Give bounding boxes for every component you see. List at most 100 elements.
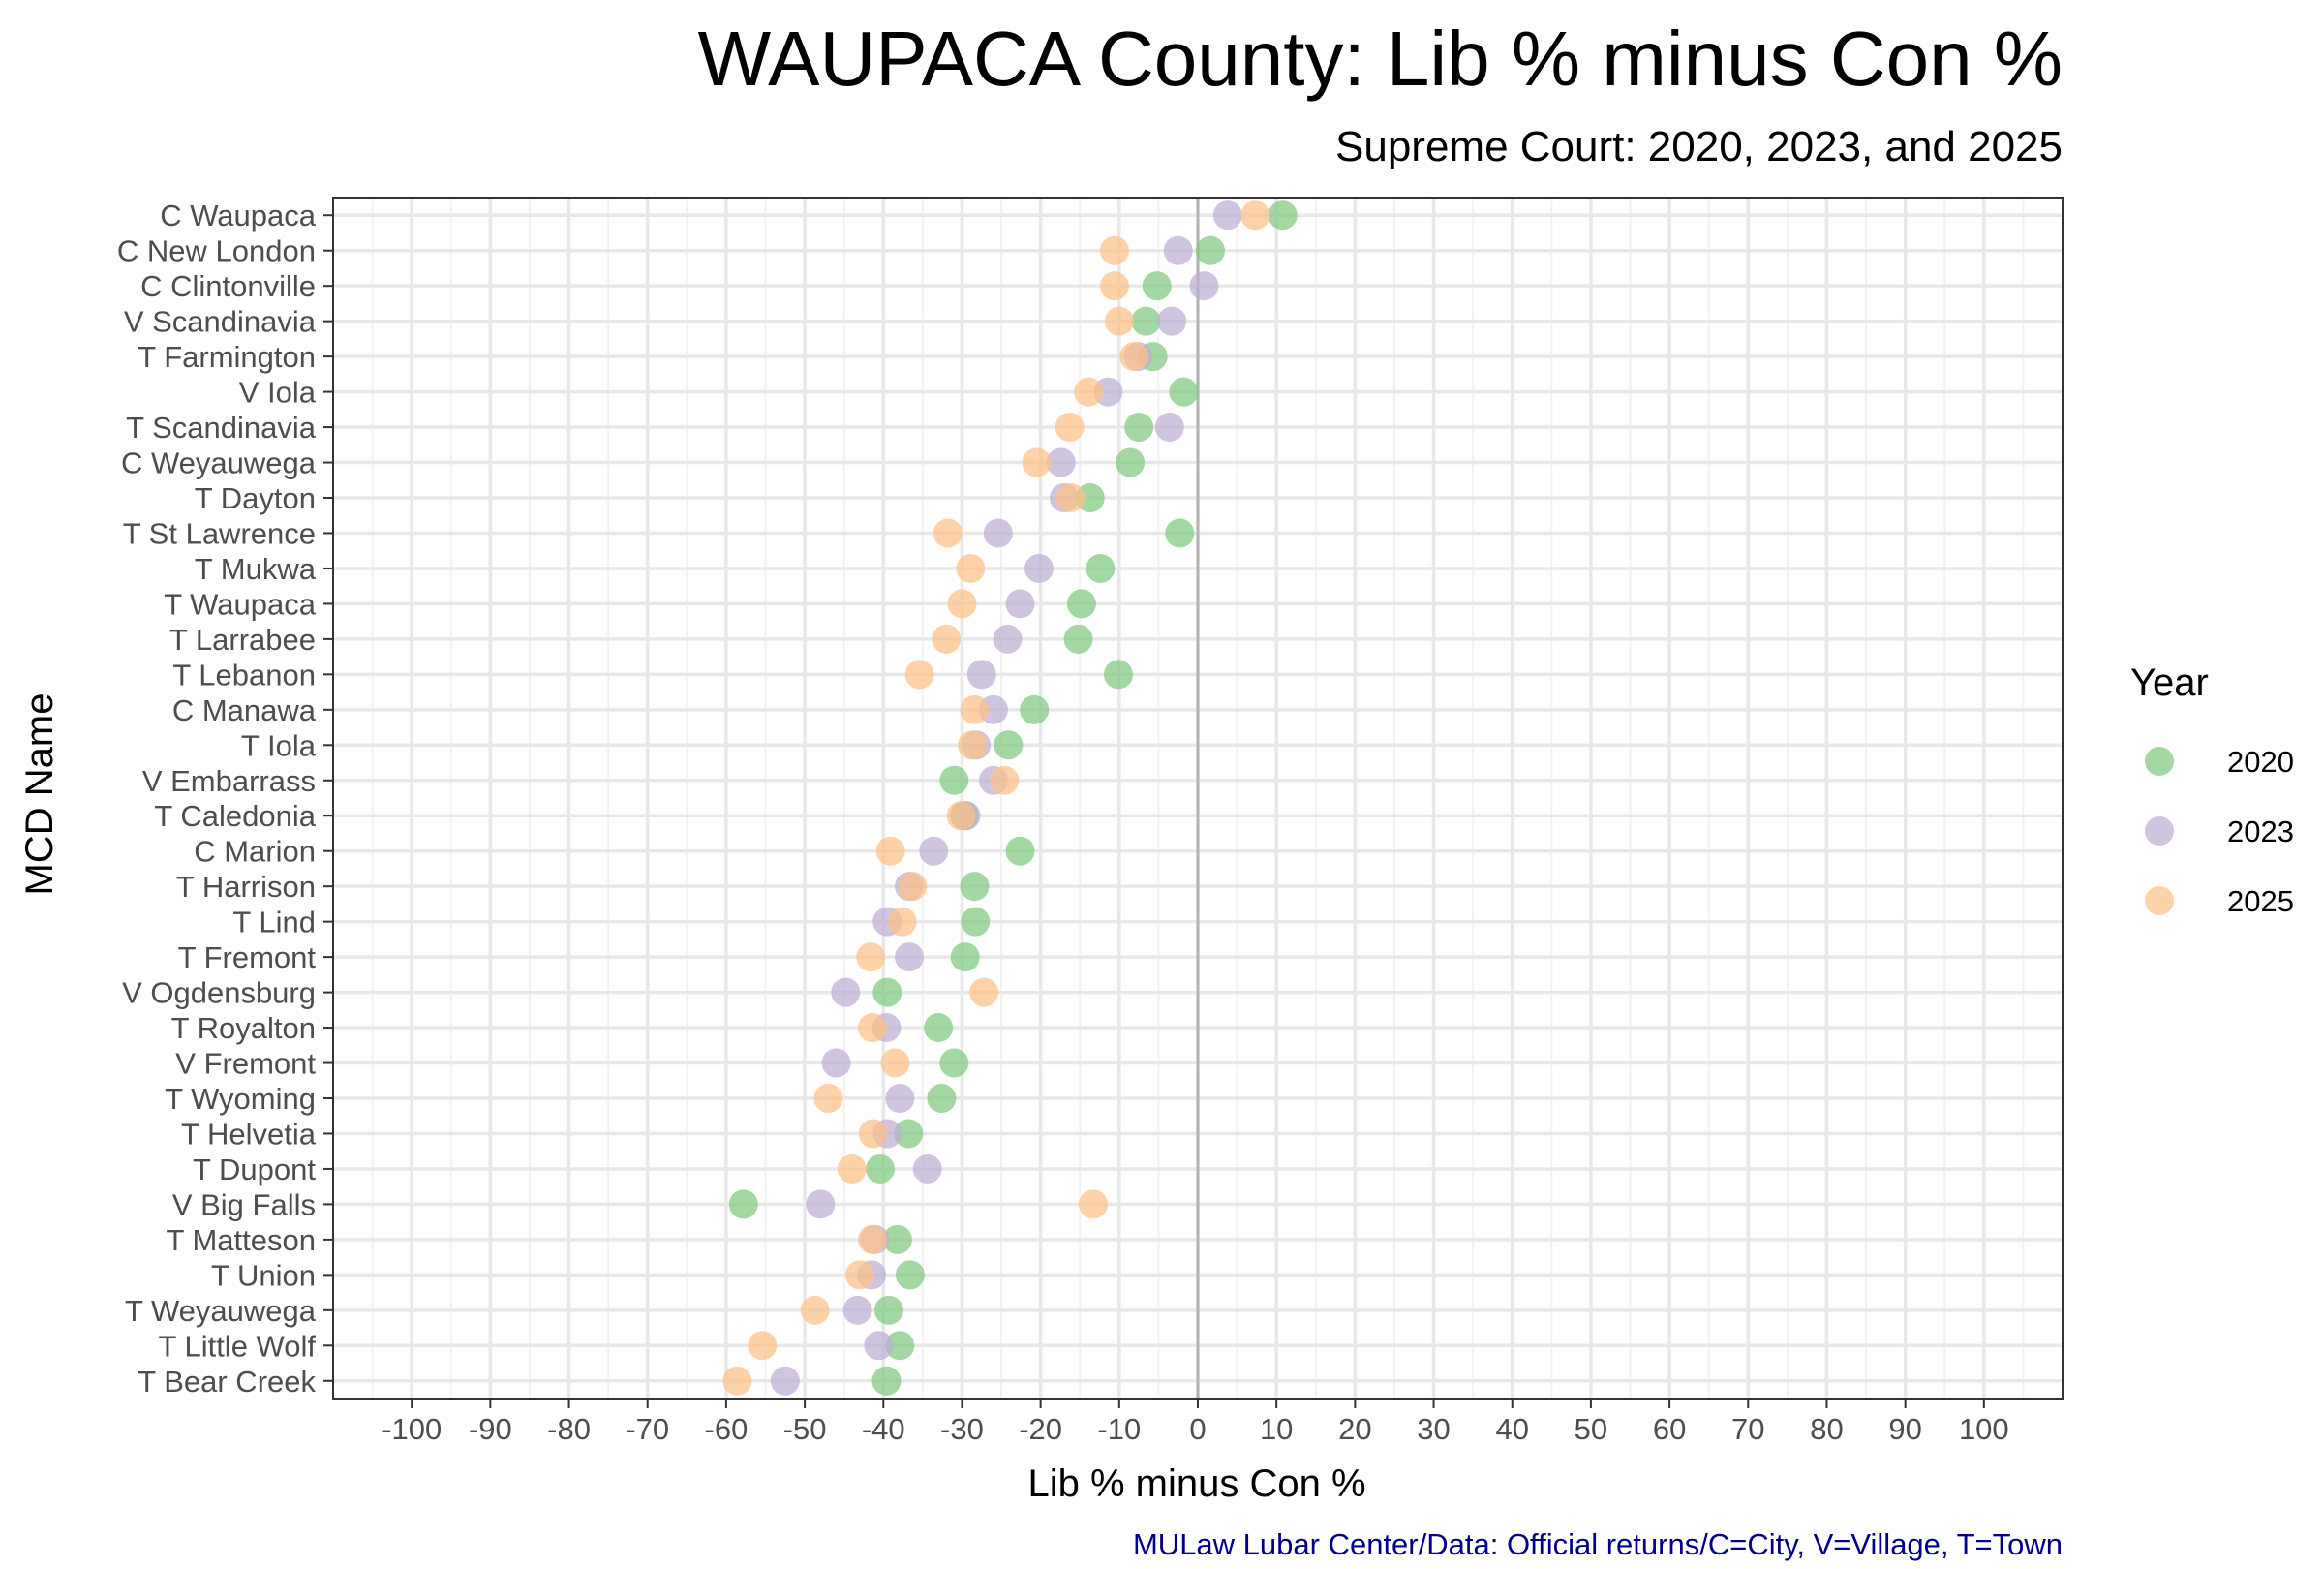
chart-caption: MULaw Lubar Center/Data: Official return…: [1133, 1527, 2063, 1561]
data-point-2025: [947, 589, 977, 619]
x-tick-label: 20: [1338, 1412, 1371, 1446]
data-point-2025: [857, 1224, 887, 1254]
data-point-2025: [990, 765, 1020, 795]
x-tick-label: 60: [1653, 1412, 1686, 1446]
data-point-2020: [939, 765, 969, 795]
data-point-2025: [932, 624, 962, 654]
x-tick-label: -100: [382, 1412, 442, 1446]
legend-label-2023: 2023: [2227, 815, 2294, 848]
y-tick-label: V Iola: [239, 376, 317, 410]
data-point-2023: [993, 624, 1023, 654]
chart-title: WAUPACA County: Lib % minus Con %: [698, 15, 2063, 102]
data-point-2023: [1189, 271, 1219, 301]
data-point-2020: [1005, 836, 1035, 866]
y-tick-label: C Weyauwega: [121, 446, 317, 480]
data-point-2025: [1104, 306, 1134, 336]
data-point-2020: [1195, 235, 1225, 265]
data-point-2023: [885, 1084, 915, 1113]
y-tick-label: T Iola: [241, 728, 317, 762]
x-tick-label: 90: [1888, 1412, 1921, 1446]
x-tick-label: -10: [1097, 1412, 1141, 1446]
x-tick-label: -30: [940, 1412, 984, 1446]
x-tick-label: -40: [862, 1412, 905, 1446]
data-point-2023: [770, 1366, 800, 1396]
data-point-2023: [919, 836, 949, 866]
data-point-2020: [1104, 660, 1134, 690]
x-tick-label: 0: [1189, 1412, 1206, 1446]
y-tick-label: T Lind: [232, 906, 316, 939]
data-point-2020: [895, 1260, 925, 1290]
legend-label-2020: 2020: [2227, 745, 2294, 779]
data-point-2023: [966, 660, 996, 690]
y-tick-label: T Weyauwega: [125, 1294, 317, 1328]
data-point-2020: [927, 1084, 957, 1113]
data-point-2023: [1163, 235, 1193, 265]
legend-key-2025: [2145, 886, 2174, 915]
y-tick-label: T Larrabee: [169, 623, 316, 657]
data-point-2025: [1079, 1189, 1109, 1219]
data-point-2020: [1116, 447, 1146, 477]
data-point-2025: [1099, 235, 1129, 265]
data-point-2023: [1046, 447, 1076, 477]
data-point-2020: [961, 907, 991, 937]
data-point-2025: [1099, 271, 1129, 301]
data-point-2020: [1131, 306, 1161, 336]
data-point-2025: [933, 518, 963, 548]
data-point-2025: [946, 801, 976, 831]
y-tick-label: T Harrison: [176, 870, 316, 904]
data-point-2020: [1086, 553, 1116, 583]
y-tick-label: T Dupont: [193, 1153, 316, 1186]
data-point-2025: [1022, 447, 1052, 477]
data-point-2025: [887, 907, 917, 937]
data-point-2023: [1212, 200, 1242, 231]
data-point-2023: [895, 942, 925, 972]
data-point-2025: [875, 836, 905, 866]
y-tick-label: T Scandinavia: [126, 411, 317, 445]
data-point-2023: [1154, 413, 1184, 443]
y-tick-label: T Union: [211, 1258, 316, 1292]
y-tick-label: T Waupaca: [164, 587, 317, 621]
chart-subtitle: Supreme Court: 2020, 2023, and 2025: [1335, 123, 2063, 170]
legend-title: Year: [2130, 661, 2209, 704]
data-point-2020: [873, 1295, 903, 1325]
y-tick-label: T Wyoming: [165, 1082, 316, 1116]
data-point-2020: [885, 1331, 915, 1361]
data-point-2025: [1119, 342, 1149, 372]
y-tick-label: C Clintonville: [140, 269, 316, 303]
data-point-2025: [800, 1295, 830, 1325]
x-tick-label: 80: [1810, 1412, 1843, 1446]
data-point-2020: [872, 1366, 902, 1396]
data-point-2025: [856, 942, 886, 972]
x-tick-label: -60: [705, 1412, 749, 1446]
data-point-2025: [898, 872, 928, 902]
x-tick-label: 10: [1260, 1412, 1293, 1446]
x-tick-label: 30: [1417, 1412, 1450, 1446]
data-point-2025: [722, 1366, 752, 1396]
y-tick-label: T Matteson: [166, 1223, 316, 1257]
x-tick-label: -70: [626, 1412, 669, 1446]
data-point-2025: [857, 1013, 887, 1043]
data-point-2020: [728, 1189, 758, 1219]
y-tick-label: V Fremont: [175, 1047, 316, 1081]
data-point-2025: [904, 660, 934, 690]
data-point-2020: [1268, 200, 1298, 231]
x-axis-title: Lib % minus Con %: [1027, 1462, 1365, 1505]
data-point-2020: [994, 730, 1024, 760]
data-point-2020: [1124, 413, 1154, 443]
data-point-2023: [1005, 589, 1035, 619]
data-point-2025: [1055, 413, 1085, 443]
data-point-2020: [1165, 518, 1195, 548]
x-tick-label: -20: [1019, 1412, 1062, 1446]
y-tick-label: T Lebanon: [172, 658, 316, 692]
data-point-2023: [912, 1154, 942, 1184]
data-point-2023: [1024, 553, 1055, 583]
y-tick-label: T Mukwa: [195, 552, 317, 586]
data-point-2025: [837, 1154, 867, 1184]
legend-key-2023: [2145, 816, 2174, 846]
x-tick-label: -80: [547, 1412, 591, 1446]
data-point-2025: [958, 730, 988, 760]
data-point-2023: [1157, 306, 1187, 336]
